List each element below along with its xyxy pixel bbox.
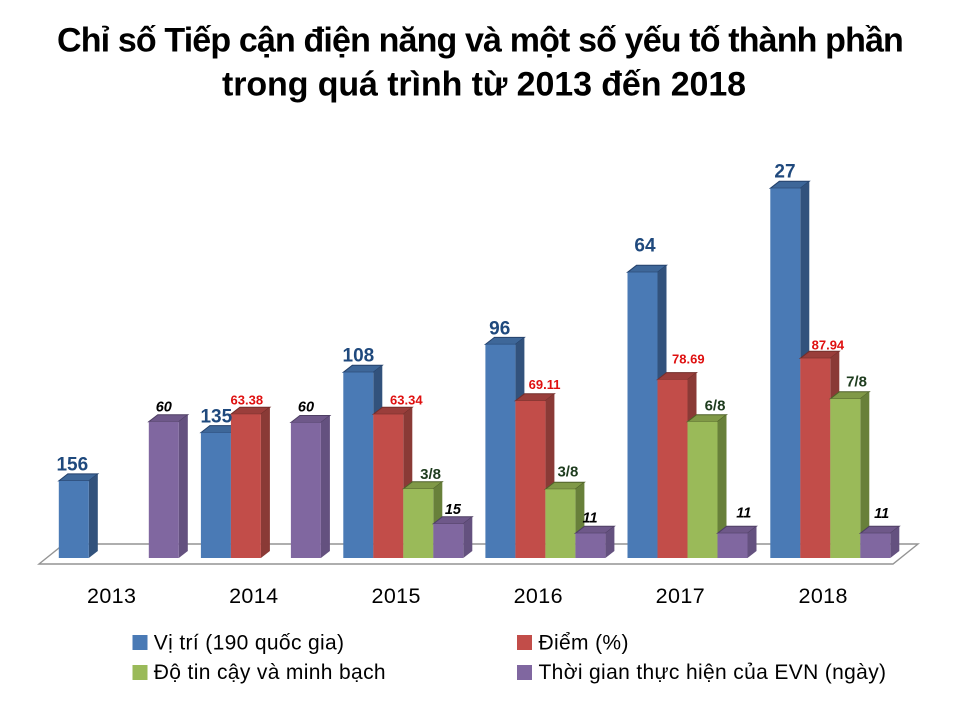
svg-text:2018: 2018 xyxy=(798,584,847,608)
svg-text:64: 64 xyxy=(634,236,656,257)
svg-text:11: 11 xyxy=(874,506,889,522)
svg-text:Chỉ số Tiếp cận điện năng và m: Chỉ số Tiếp cận điện năng và một số yếu … xyxy=(57,22,903,60)
svg-text:135: 135 xyxy=(200,407,232,428)
svg-text:11: 11 xyxy=(582,511,597,527)
svg-text:96: 96 xyxy=(489,319,510,340)
svg-text:2014: 2014 xyxy=(229,584,278,608)
svg-text:Điểm (%): Điểm (%) xyxy=(539,631,629,654)
svg-text:6/8: 6/8 xyxy=(705,397,726,414)
svg-text:2015: 2015 xyxy=(371,584,420,608)
svg-text:Thời gian thực hiện của EVN (n: Thời gian thực hiện của EVN (ngày) xyxy=(539,661,887,684)
svg-text:2013: 2013 xyxy=(87,584,136,608)
svg-text:63.38: 63.38 xyxy=(231,392,264,407)
svg-text:2017: 2017 xyxy=(656,584,705,608)
svg-text:Độ tin cậy và minh bạch: Độ tin cậy và minh bạch xyxy=(154,661,386,684)
svg-text:78.69: 78.69 xyxy=(672,351,705,366)
svg-text:3/8: 3/8 xyxy=(420,466,441,483)
svg-text:63.34: 63.34 xyxy=(390,393,423,408)
svg-text:87.94: 87.94 xyxy=(812,338,845,353)
svg-text:7/8: 7/8 xyxy=(846,373,867,390)
svg-text:3/8: 3/8 xyxy=(557,464,578,481)
svg-text:trong quá trình từ 2013 đến 20: trong quá trình từ 2013 đến 2018 xyxy=(222,66,746,104)
svg-text:15: 15 xyxy=(445,502,462,518)
svg-text:156: 156 xyxy=(56,455,88,476)
svg-text:108: 108 xyxy=(343,345,375,366)
svg-text:Vị trí (190 quốc gia): Vị trí (190 quốc gia) xyxy=(154,631,345,654)
svg-text:11: 11 xyxy=(736,506,751,522)
svg-text:27: 27 xyxy=(774,161,795,182)
svg-text:2016: 2016 xyxy=(514,584,563,608)
svg-text:69.11: 69.11 xyxy=(529,377,561,392)
svg-text:60: 60 xyxy=(156,399,172,415)
svg-text:60: 60 xyxy=(298,399,314,415)
